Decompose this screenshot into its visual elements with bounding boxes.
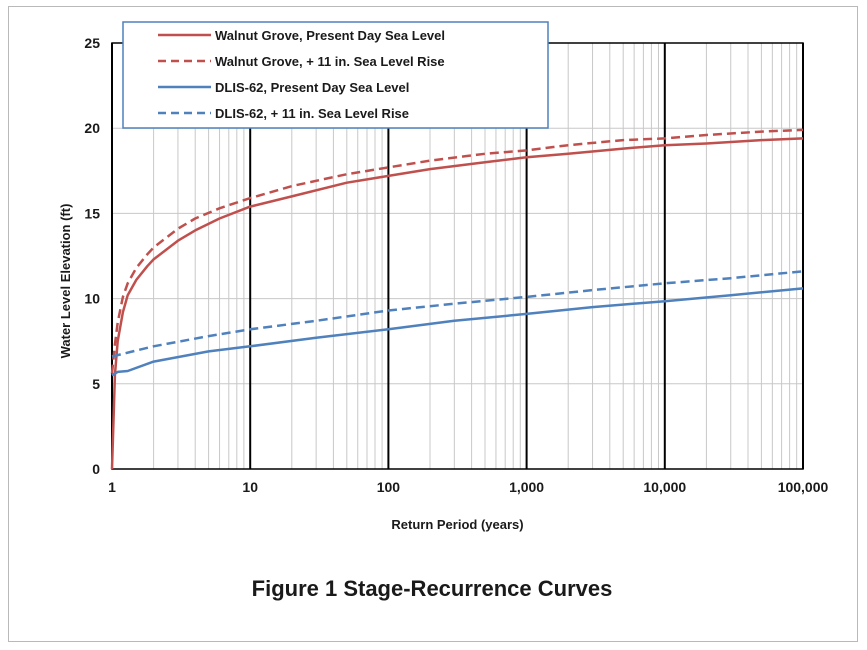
legend-entry-1: Walnut Grove, Present Day Sea Level (215, 28, 445, 43)
x-tick-label: 100 (377, 479, 401, 495)
legend-entry-2: Walnut Grove, + 11 in. Sea Level Rise (215, 54, 445, 69)
legend-entry-4: DLIS-62, + 11 in. Sea Level Rise (215, 106, 409, 121)
x-tick-label: 1,000 (509, 479, 544, 495)
legend-entry-3: DLIS-62, Present Day Sea Level (215, 80, 409, 95)
series-line-1 (110, 137, 804, 470)
series-line-2 (110, 128, 804, 374)
y-axis-title: Water Level Elevation (ft) (58, 204, 73, 359)
series-layer (110, 128, 804, 470)
y-tick-label: 5 (92, 376, 100, 392)
x-tick-labels: 1 10 100 1,000 10,000 100,000 (108, 479, 828, 495)
x-tick-label: 100,000 (778, 479, 829, 495)
y-tick-labels: 0 5 10 15 20 25 (84, 35, 100, 477)
y-tick-label: 20 (84, 120, 100, 136)
series-line-4 (111, 270, 804, 358)
series-line-3 (111, 287, 804, 377)
x-tick-label: 1 (108, 479, 116, 495)
y-tick-label: 0 (92, 461, 100, 477)
x-axis-title: Return Period (years) (391, 517, 523, 532)
legend: Walnut Grove, Present Day Sea Level Walnu… (122, 21, 549, 129)
figure-caption: Figure 1 Stage-Recurrence Curves (252, 576, 613, 601)
y-tick-label: 25 (84, 35, 100, 51)
y-tick-label: 15 (84, 205, 100, 221)
x-tick-label: 10,000 (643, 479, 686, 495)
x-tick-label: 10 (242, 479, 258, 495)
legend-box (122, 21, 549, 129)
y-tick-label: 10 (84, 291, 100, 307)
